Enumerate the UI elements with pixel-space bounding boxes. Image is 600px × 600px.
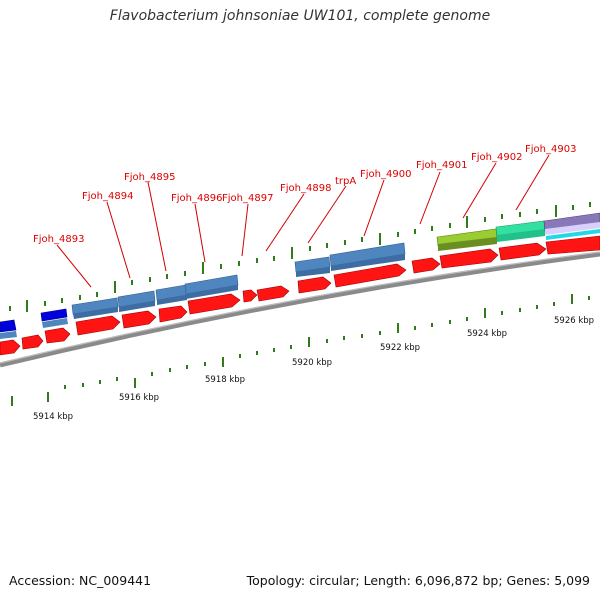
gene-label: Fjoh_4895 <box>124 172 175 183</box>
gene-label: Fjoh_4894 <box>82 191 133 202</box>
gene-arrows <box>0 235 600 356</box>
accession-text: Accession: NC_009441 <box>9 573 152 588</box>
blue-feature-shadow <box>0 331 17 339</box>
minor-ticks-inner <box>64 296 590 389</box>
gene-arrow <box>158 305 188 323</box>
gene-arrow <box>411 257 441 274</box>
gene-label: Fjoh_4903 <box>525 144 576 155</box>
gene-arrow <box>333 263 407 288</box>
gene-arrow <box>44 327 71 344</box>
teal-feature-shadow <box>497 229 545 242</box>
gene-label: Fjoh_4898 <box>280 183 331 194</box>
protein-block-shadow <box>119 301 155 312</box>
blue-feature <box>40 308 68 322</box>
gene-arrow <box>439 248 499 269</box>
protein-block-shadow <box>73 307 118 319</box>
leader-lines <box>56 154 550 288</box>
map-title: Flavobacterium johnsoniae UW101, complet… <box>109 8 491 24</box>
backbone-ticks <box>9 202 591 312</box>
gene-arrow <box>21 334 44 350</box>
protein-features <box>0 212 600 339</box>
gene-arrow <box>0 339 21 356</box>
purple-feature <box>543 212 600 232</box>
blue-feature <box>0 319 17 333</box>
gene-arrow <box>242 289 258 303</box>
cyan-strip <box>546 229 600 240</box>
tick-label-5918: 5918 kbp <box>205 375 245 385</box>
protein-block-shadow <box>331 254 405 271</box>
tick-labels: 5914 kbp 5916 kbp 5918 kbp 5920 kbp 5922… <box>33 316 594 422</box>
major-ticks-inner <box>11 294 573 406</box>
tick-label-5914: 5914 kbp <box>33 412 73 422</box>
protein-block-shadow <box>157 295 187 305</box>
gene-arrow <box>297 276 332 294</box>
genome-summary-text: Topology: circular; Length: 6,096,872 bp… <box>246 573 590 588</box>
backbone <box>0 251 600 368</box>
gene-label: Fjoh_4901 <box>416 160 467 171</box>
gene-arrow <box>121 310 157 329</box>
gene-label: trpA <box>335 176 356 187</box>
gene-label: Fjoh_4900 <box>360 169 411 180</box>
gene-arrow <box>545 235 600 255</box>
blue-feature-shadow <box>42 318 68 328</box>
lime-feature-shadow <box>438 237 497 251</box>
tick-label-5922: 5922 kbp <box>380 343 420 353</box>
gene-label: Fjoh_4902 <box>471 152 522 163</box>
purple-feature-shadow <box>545 222 600 235</box>
gene-arrow <box>75 315 121 336</box>
tick-label-5924: 5924 kbp <box>467 329 507 339</box>
gene-label: Fjoh_4893 <box>33 234 84 245</box>
gene-arrow <box>187 293 241 315</box>
tick-label-5916: 5916 kbp <box>119 393 159 403</box>
protein-block-shadow <box>186 285 238 299</box>
gene-label: Fjoh_4897 <box>222 193 273 204</box>
tick-label-5926: 5926 kbp <box>554 316 594 326</box>
gene-labels: Fjoh_4893 Fjoh_4894 Fjoh_4895 Fjoh_4896 … <box>33 144 576 245</box>
tick-label-5920: 5920 kbp <box>292 358 332 368</box>
gene-label: Fjoh_4896 <box>171 193 222 204</box>
gene-arrow <box>256 285 290 302</box>
gene-arrow <box>498 242 547 261</box>
protein-block-shadow <box>296 267 330 277</box>
